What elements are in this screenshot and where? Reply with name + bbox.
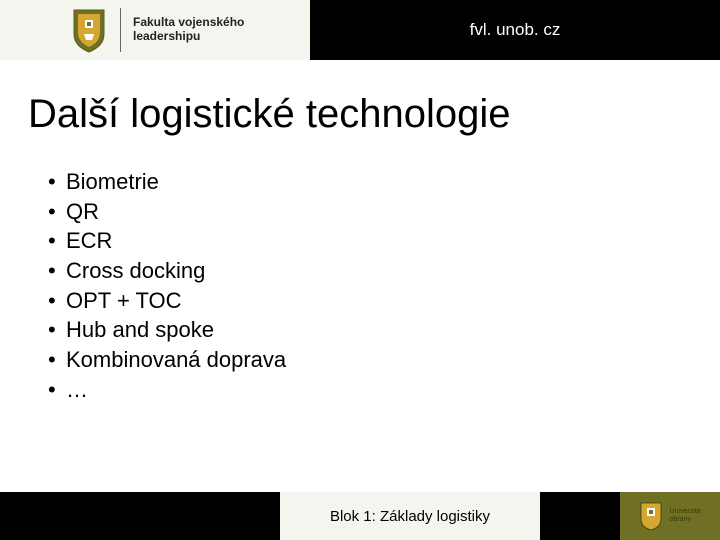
faculty-shield-icon [70,6,108,54]
bullet-list: •Biometrie•QR•ECR•Cross docking•OPT + TO… [28,167,692,405]
faculty-name-line2: leadershipu [133,30,244,44]
bullet-dot-icon: • [48,345,66,375]
footer-label: Blok 1: Základy logistiky [280,492,540,540]
faculty-name-line1: Fakulta vojenského [133,16,244,30]
bullet-dot-icon: • [48,226,66,256]
bullet-dot-icon: • [48,375,66,405]
bullet-item: •Cross docking [48,256,692,286]
bullet-item: •Biometrie [48,167,692,197]
bullet-text: Cross docking [66,256,205,286]
header-url: fvl. unob. cz [310,0,720,60]
university-name-line2: obrany [669,516,700,524]
bullet-item: •OPT + TOC [48,286,692,316]
bullet-text: ECR [66,226,112,256]
header-left-panel: Fakulta vojenského leadershipu [0,0,310,60]
bullet-dot-icon: • [48,286,66,316]
bullet-item: •QR [48,197,692,227]
bullet-text: OPT + TOC [66,286,182,316]
university-name-line1: Univerzita [669,508,700,516]
header-divider [120,8,121,52]
bullet-text: … [66,375,88,405]
footer-center: Blok 1: Základy logistiky [200,492,620,540]
bullet-text: Biometrie [66,167,159,197]
bullet-text: Kombinovaná doprava [66,345,286,375]
university-shield-icon [639,501,663,531]
university-name: Univerzita obrany [669,508,700,523]
faculty-name: Fakulta vojenského leadershipu [133,16,244,44]
footer-right-panel: Univerzita obrany [620,492,720,540]
bullet-dot-icon: • [48,167,66,197]
bullet-item: •… [48,375,692,405]
bullet-dot-icon: • [48,197,66,227]
bullet-item: •Hub and spoke [48,315,692,345]
bullet-dot-icon: • [48,256,66,286]
bullet-text: QR [66,197,99,227]
bullet-dot-icon: • [48,315,66,345]
bullet-text: Hub and spoke [66,315,214,345]
bullet-item: •Kombinovaná doprava [48,345,692,375]
bullet-item: •ECR [48,226,692,256]
slide-content: Další logistické technologie •Biometrie•… [0,60,720,405]
footer-bar: Blok 1: Základy logistiky Univerzita obr… [0,492,720,540]
header-bar: Fakulta vojenského leadershipu fvl. unob… [0,0,720,60]
slide-title: Další logistické technologie [28,92,692,137]
footer-spacer-left [0,492,200,540]
